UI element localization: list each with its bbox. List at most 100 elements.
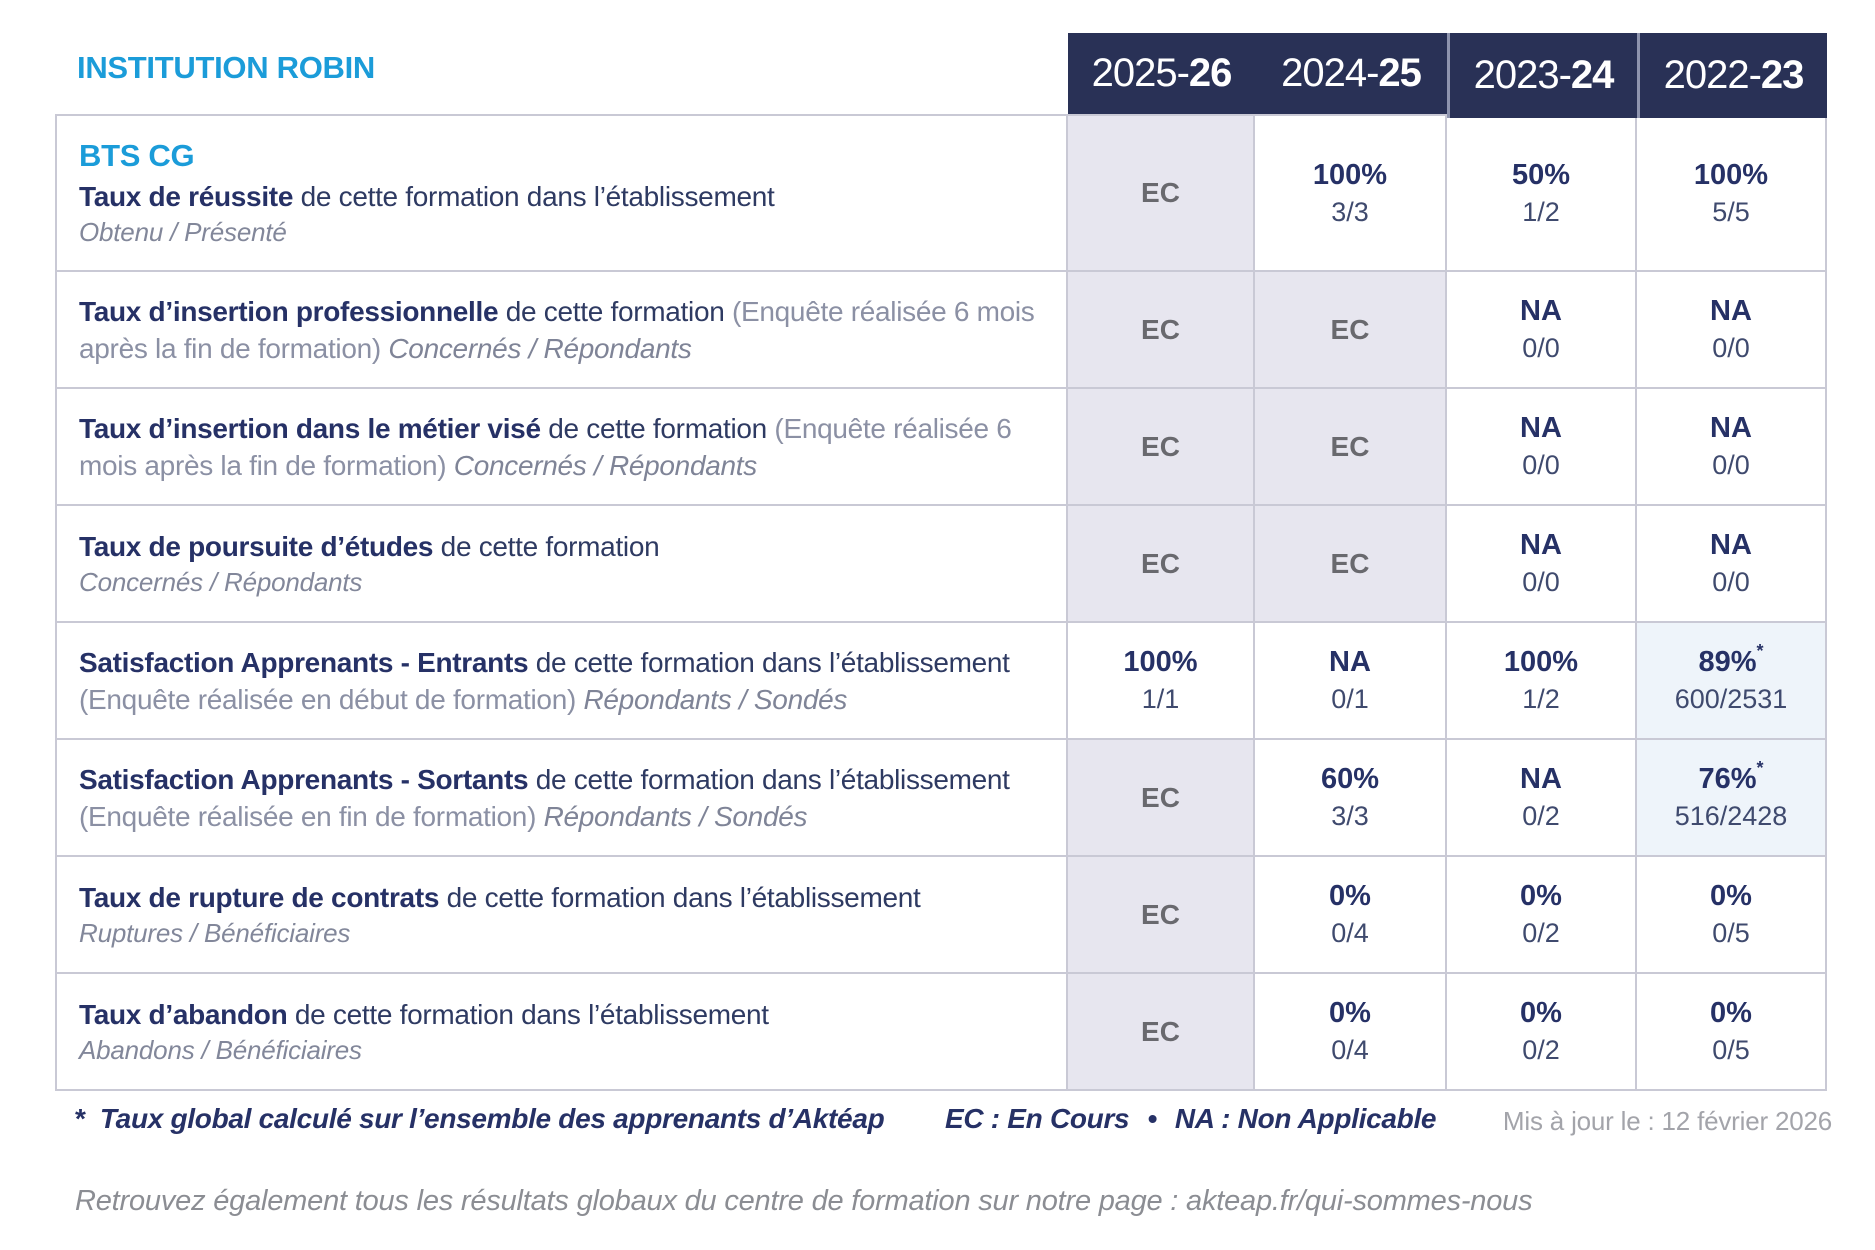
metric-label-cell: Taux d’insertion professionnelle de cett… [55, 272, 1068, 387]
metric-value-cell: EC [1068, 740, 1255, 855]
table-row: Satisfaction Apprenants - Sortants de ce… [55, 740, 1827, 857]
metric-title-note: (Enquête réalisée 6 mois après la fin de… [79, 412, 1012, 481]
metric-fraction: 0/0 [1522, 567, 1560, 597]
metric-value-cell: NA 0/1 [1255, 623, 1447, 738]
metric-value-cell: 0% 0/4 [1255, 857, 1447, 972]
last-updated-label: Mis à jour le : 12 février 2026 [1502, 1106, 1832, 1136]
metric-ratio-caption: Ruptures / Bénéficiaires [79, 918, 351, 948]
metric-value: 76%* [1698, 758, 1764, 795]
metric-fraction: 1/2 [1522, 196, 1560, 227]
metric-fraction: 0/0 [1522, 450, 1560, 480]
metric-value: 0% [1520, 997, 1562, 1029]
table-row: Taux de poursuite d’études de cette form… [55, 506, 1827, 623]
metric-title: Taux d’insertion professionnelle de cett… [79, 293, 1038, 367]
metric-title: Taux d’abandon de cette formation dans l… [79, 996, 1038, 1033]
metric-value: NA [1520, 763, 1562, 795]
asterisk-icon: * [1756, 641, 1764, 662]
metric-fraction: 0/2 [1522, 918, 1560, 948]
metric-value: 0% [1710, 997, 1752, 1029]
metric-fraction: 0/0 [1712, 567, 1750, 597]
metric-value: 0% [1520, 880, 1562, 912]
metric-value: 50% [1511, 158, 1571, 191]
metric-title-note: (Enquête réalisée 6 mois après la fin de… [79, 295, 1035, 364]
metric-ratio-caption: Obtenu / Présenté [79, 216, 287, 247]
metric-value-cell: EC [1068, 506, 1255, 621]
year-suffix: 23 [1760, 53, 1804, 97]
table-row: Satisfaction Apprenants - Entrants de ce… [55, 623, 1827, 740]
metric-fraction: 0/4 [1331, 918, 1369, 948]
year-suffix: 25 [1378, 51, 1421, 95]
metric-fraction: 600/2531 [1674, 684, 1788, 714]
metric-value-cell: 0% 0/2 [1447, 857, 1637, 972]
metric-value-cell: 50% 1/2 [1447, 116, 1637, 270]
program-title: BTS CG [79, 137, 195, 173]
metric-value-cell: 0% 0/5 [1637, 974, 1827, 1089]
year-header-2023-24: 2023- 24 [1447, 33, 1637, 118]
metric-value: 60% [1320, 763, 1380, 795]
metric-value: EC [1330, 547, 1370, 579]
metric-value: 100% [1123, 646, 1198, 678]
metric-ratio-caption: Concernés / Répondants [388, 332, 692, 364]
metric-label-cell: Taux d’insertion dans le métier visé de … [55, 389, 1068, 504]
metric-ratio-caption: Répondants / Sondés [583, 683, 848, 715]
metric-value-cell: EC [1255, 506, 1447, 621]
footnote-text: Taux global calculé sur l’ensemble des a… [99, 1103, 885, 1134]
metric-label-cell: Satisfaction Apprenants - Sortants de ce… [55, 740, 1068, 855]
metric-ratio-caption: Abandons / Bénéficiaires [79, 1035, 362, 1065]
metric-fraction: 0/5 [1712, 918, 1750, 948]
metric-value: EC [1141, 781, 1180, 813]
metric-value: NA [1710, 412, 1752, 444]
metric-label-cell: Satisfaction Apprenants - Entrants de ce… [55, 623, 1068, 738]
metric-fraction: 1/2 [1522, 684, 1560, 714]
metric-value: 89%* [1698, 641, 1764, 678]
year-suffix: 24 [1570, 53, 1614, 97]
year-header-2022-23: 2022- 23 [1637, 33, 1827, 118]
metric-value: EC [1141, 547, 1180, 579]
year-header-2024-25: 2024- 25 [1255, 33, 1447, 114]
results-table: 2025- 26 2024- 25 2023- 24 2022- 23 BTS CG T… [55, 33, 1827, 1091]
metric-value: NA [1520, 529, 1562, 561]
footnote: * Taux global calculé sur l’ensemble des … [75, 1103, 885, 1135]
metric-title-rest: de cette formation dans l’établissement [439, 882, 921, 913]
year-prefix: 2022- [1663, 53, 1762, 97]
year-suffix: 26 [1188, 51, 1232, 95]
table-row: BTS CG Taux de réussite de cette formati… [55, 114, 1827, 272]
metric-value-cell: NA 0/0 [1637, 389, 1827, 504]
metric-value: 0% [1329, 997, 1371, 1029]
metric-value: 100% [1503, 646, 1579, 678]
metric-value-cell: NA 0/0 [1447, 389, 1637, 504]
metric-label-cell: Taux de poursuite d’études de cette form… [55, 506, 1068, 621]
abbreviations-legend: EC : En Cours • NA : Non Applicable [945, 1103, 1437, 1135]
metric-value: 0% [1329, 880, 1371, 912]
year-prefix: 2023- [1473, 53, 1572, 97]
legend-na: NA : Non Applicable [1174, 1103, 1437, 1134]
year-prefix: 2024- [1281, 51, 1379, 95]
metric-title-rest: de cette formation [498, 295, 732, 327]
metric-value-cell: EC [1068, 116, 1255, 270]
metric-fraction: 0/0 [1522, 333, 1560, 363]
metric-fraction: 1/1 [1141, 684, 1180, 714]
metric-value: NA [1520, 295, 1562, 327]
metric-value: NA [1710, 295, 1752, 327]
metric-value-cell: 100% 1/2 [1447, 623, 1637, 738]
metric-fraction: 0/4 [1331, 1035, 1369, 1065]
metric-title-rest: de cette formation dans l’établissement [293, 180, 775, 212]
metric-value-cell: EC [1255, 272, 1447, 387]
table-header-row: 2025- 26 2024- 25 2023- 24 2022- 23 [55, 33, 1827, 118]
asterisk-icon: * [1756, 758, 1764, 779]
metric-value-cell: NA 0/0 [1447, 506, 1637, 621]
table-row: Taux d’abandon de cette formation dans l… [55, 974, 1827, 1091]
metric-value: EC [1141, 898, 1180, 930]
metric-title: Taux de poursuite d’études de cette form… [79, 528, 1038, 565]
metric-fraction: 0/1 [1331, 684, 1369, 714]
metric-fraction: 0/0 [1712, 450, 1750, 480]
metric-value-cell: NA 0/0 [1637, 506, 1827, 621]
metric-value-cell: 0% 0/2 [1447, 974, 1637, 1089]
year-header-2025-26: 2025- 26 [1068, 33, 1255, 114]
metric-fraction: 0/2 [1522, 1035, 1560, 1065]
metric-title-note: (Enquête réalisée en fin de formation) [79, 800, 544, 832]
metric-value-cell: 100% 1/1 [1068, 623, 1255, 738]
table-row: Taux de rupture de contrats de cette for… [55, 857, 1827, 974]
metric-title-bold: Taux d’insertion dans le métier visé [79, 412, 541, 444]
metric-value-cell: EC [1068, 272, 1255, 387]
